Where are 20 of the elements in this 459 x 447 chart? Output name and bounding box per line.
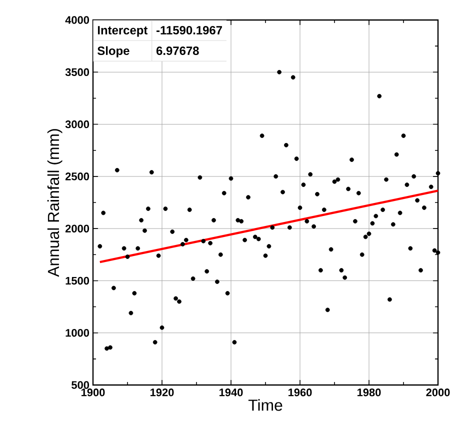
x-tick-label: 1980 <box>358 388 381 396</box>
y-tick-label: 1500 <box>66 276 90 285</box>
annotation: -11590.1967 <box>156 26 222 34</box>
x-axis-title: Time <box>248 399 282 411</box>
y-axis-title: Annual Rainfall (mm) <box>47 129 62 277</box>
y-tick-label: 1000 <box>66 328 90 337</box>
annotation: Slope <box>98 46 130 58</box>
y-tick-label: 2000 <box>65 224 90 232</box>
x-tick-label: 1960 <box>288 388 312 396</box>
x-tick-label: 1920 <box>150 388 174 396</box>
y-tick-label: 3500 <box>65 68 90 76</box>
y-tick-label: 2500 <box>65 172 90 180</box>
y-tick-label: 500 <box>72 381 90 389</box>
annotation: Intercept <box>98 26 148 37</box>
annotation: 6.97678 <box>156 46 199 56</box>
y-tick-label: 3000 <box>65 120 90 128</box>
y-tick-label: 4000 <box>65 16 90 24</box>
x-tick-label: 1940 <box>220 388 243 396</box>
x-tick-label: 1900 <box>81 388 105 396</box>
x-tick-label: 2000 <box>426 388 450 396</box>
